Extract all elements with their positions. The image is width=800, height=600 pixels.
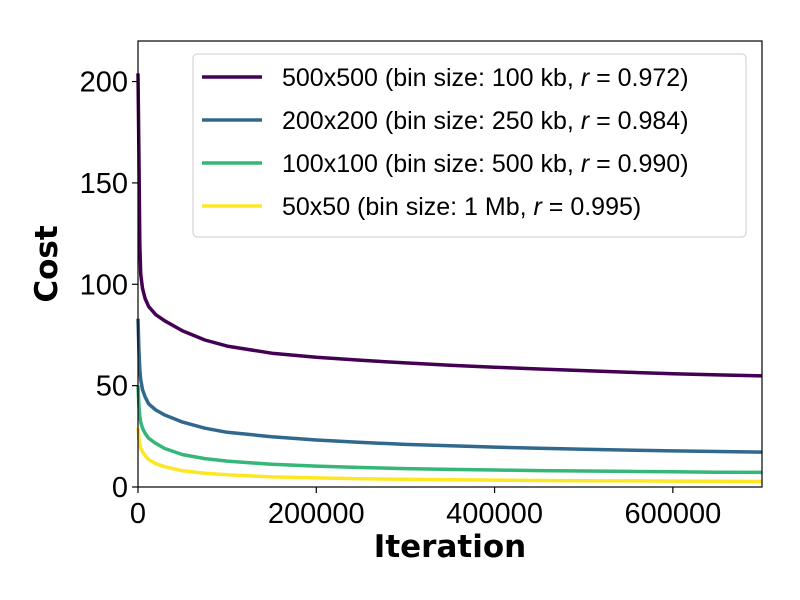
plot-lines (136, 73, 763, 484)
legend-entry-prefix: 50x50 (bin size: 1 Mb, (282, 193, 534, 221)
legend: 500x500 (bin size: 100 kb, r = 0.972) 200… (192, 53, 747, 238)
legend-entry-1: 200x200 (bin size: 250 kb, r = 0.984) (282, 107, 689, 135)
x-axis-title: Iteration (374, 529, 526, 565)
legend-entry-prefix: 200x200 (bin size: 250 kb, (282, 107, 581, 135)
y-tick-label: 0 (112, 472, 128, 504)
y-axis-title: Cost (29, 225, 65, 302)
legend-entry-suffix: = 0.990) (589, 150, 688, 178)
series-line-2 (136, 385, 763, 475)
legend-entry-suffix: = 0.972) (589, 64, 688, 92)
legend-box (192, 53, 747, 238)
y-tick-label: 150 (80, 168, 128, 200)
legend-entry-0: 500x500 (bin size: 100 kb, r = 0.972) (282, 64, 689, 92)
legend-entry-suffix: = 0.995) (542, 193, 641, 221)
series-line-1 (136, 318, 763, 454)
y-axis: 0 50 100 150 200 (80, 67, 138, 504)
x-tick-label: 200000 (268, 498, 365, 530)
legend-entry-prefix: 100x100 (bin size: 500 kb, (282, 150, 581, 178)
series-line-0 (136, 73, 763, 378)
y-tick-label: 100 (80, 269, 128, 301)
legend-entry-3: 50x50 (bin size: 1 Mb, r = 0.995) (282, 193, 641, 221)
legend-entry-r: r (581, 107, 591, 135)
legend-entry-suffix: = 0.984) (589, 107, 688, 135)
legend-entry-r: r (534, 193, 544, 221)
x-tick-label: 0 (130, 498, 146, 530)
series-line-3 (136, 428, 763, 484)
legend-entry-r: r (581, 150, 591, 178)
legend-entry-prefix: 500x500 (bin size: 100 kb, (282, 64, 581, 92)
x-tick-label: 600000 (624, 498, 721, 530)
x-axis: 0 200000 400000 600000 (130, 487, 721, 530)
legend-entry-r: r (581, 64, 591, 92)
y-tick-label: 50 (96, 371, 128, 403)
plot-frame (137, 40, 763, 488)
y-tick-label: 200 (80, 67, 128, 99)
legend-entry-2: 100x100 (bin size: 500 kb, r = 0.990) (282, 150, 689, 178)
x-tick-label: 400000 (446, 498, 543, 530)
